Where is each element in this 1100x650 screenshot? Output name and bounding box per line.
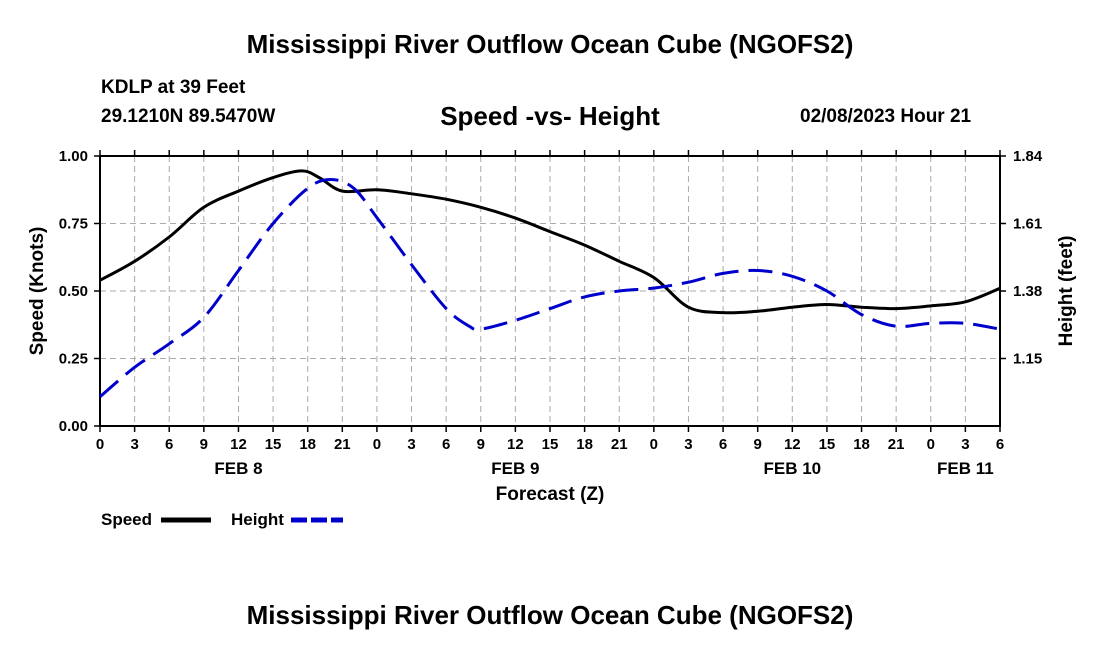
x-tick-label: 15 [819, 436, 836, 453]
y-tick-label-left: 0.75 [59, 216, 88, 233]
x-tick-label: 0 [373, 436, 381, 453]
x-tick-label: 3 [684, 436, 692, 453]
date-label: FEB 10 [763, 459, 821, 478]
x-tick-label: 0 [96, 436, 104, 453]
series [99, 169, 1001, 398]
x-tick-label: 18 [853, 436, 870, 453]
x-tick-label: 21 [334, 436, 351, 453]
x-tick-label: 6 [996, 436, 1004, 453]
x-tick-label: 12 [230, 436, 247, 453]
y-tick-label-left: 0.50 [59, 283, 88, 300]
y-axis-label-left: Speed (Knots) [27, 227, 48, 356]
footer-title: Mississippi River Outflow Ocean Cube (NG… [246, 600, 854, 630]
x-tick-label: 0 [927, 436, 935, 453]
x-tick-label: 3 [130, 436, 138, 453]
x-tick-label: 15 [265, 436, 282, 453]
x-tick-label: 3 [961, 436, 969, 453]
series-line-speed [99, 169, 1001, 315]
x-tick-label: 15 [542, 436, 559, 453]
x-axis-label: Forecast (Z) [496, 484, 605, 505]
y-tick-label-left: 0.25 [59, 351, 88, 368]
x-tick-label: 12 [784, 436, 801, 453]
legend-speed-label: Speed [101, 510, 153, 529]
x-tick-label: 9 [477, 436, 485, 453]
y-tick-label-left: 0.00 [59, 418, 88, 435]
y-tick-label-right: 1.84 [1013, 148, 1043, 165]
forecast-datetime: 02/08/2023 Hour 21 [800, 106, 972, 127]
date-label: FEB 9 [491, 459, 539, 478]
coordinates-label: 29.1210N 89.5470W [101, 106, 276, 127]
x-tick-label: 6 [442, 436, 450, 453]
x-tick-label: 12 [507, 436, 524, 453]
x-tick-label: 6 [719, 436, 727, 453]
x-tick-label: 9 [754, 436, 762, 453]
y-tick-label-right: 1.61 [1013, 216, 1042, 233]
y-axis-label-right: Height (feet) [1056, 236, 1077, 347]
legend-height-label: Height [231, 510, 284, 529]
x-tick-label: 18 [299, 436, 316, 453]
date-label: FEB 8 [214, 459, 262, 478]
y-tick-label-right: 1.15 [1013, 351, 1042, 368]
x-tick-label: 9 [200, 436, 208, 453]
chart-title: Mississippi River Outflow Ocean Cube (NG… [246, 29, 854, 59]
date-label: FEB 11 [937, 459, 994, 478]
x-tick-label: 0 [650, 436, 658, 453]
x-tick-label: 21 [611, 436, 628, 453]
x-tick-label: 3 [407, 436, 415, 453]
y-tick-label-left: 1.00 [59, 148, 88, 165]
y-tick-label-right: 1.38 [1013, 283, 1042, 300]
station-label: KDLP at 39 Feet [101, 77, 246, 98]
axis-ticks: 0 3 6 9 12 15 18 21 0 3 6 9 12 15 18 21 0 3 6 9 12 15 18 21 0 3 6 0… [59, 148, 1043, 478]
x-tick-label: 18 [576, 436, 593, 453]
x-tick-label: 6 [165, 436, 173, 453]
grid [99, 155, 1001, 427]
chart-subtitle: Speed -vs- Height [440, 101, 660, 131]
x-tick-label: 21 [888, 436, 905, 453]
